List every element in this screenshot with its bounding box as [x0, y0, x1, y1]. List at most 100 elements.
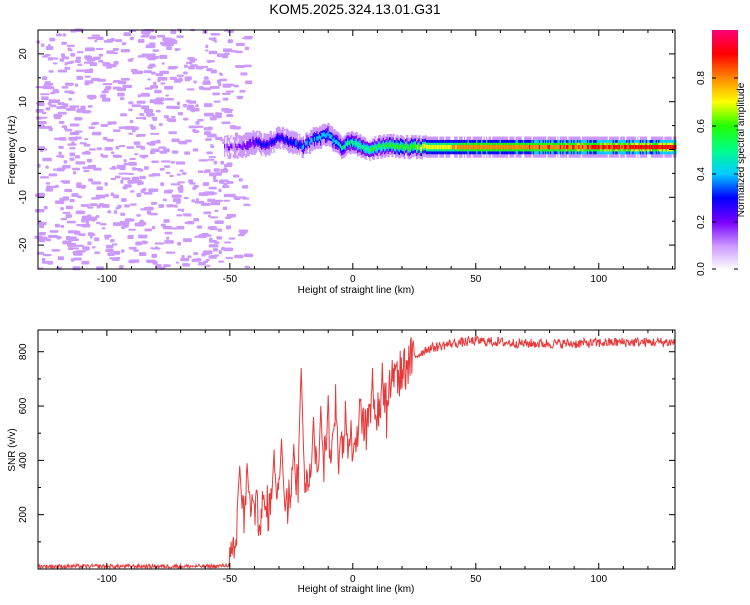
spectrogram-cell: [168, 66, 178, 69]
spectrogram-cell: [177, 241, 182, 246]
spectrogram-cell: [205, 138, 212, 141]
spectrogram-ytick-label: 20: [18, 48, 29, 60]
spectrogram-cell: [147, 78, 151, 81]
spectrogram-cell: [62, 196, 70, 201]
spectrogram-cell: [126, 146, 135, 149]
spectrogram-cell: [65, 214, 72, 218]
spectrogram-cell: [526, 144, 529, 150]
spectrogram-cell: [295, 140, 298, 145]
spectrogram-cell: [477, 144, 480, 150]
spectrogram-cell: [192, 148, 199, 152]
spectrogram-cell: [514, 144, 517, 150]
spectrogram-cell: [588, 144, 591, 150]
spectrogram-cell: [232, 145, 235, 150]
spectrogram-cell: [103, 88, 111, 91]
spectrogram-cell: [51, 249, 61, 252]
spectrogram-cell: [462, 144, 465, 150]
spectrogram-cell: [493, 144, 496, 150]
spectrogram-cell: [95, 194, 106, 199]
spectrogram-cell: [177, 112, 184, 116]
spectrogram-cell: [537, 144, 540, 150]
spectrogram-xtick-label: -50: [223, 274, 238, 285]
spectrogram-cell: [84, 150, 90, 155]
spectrogram-cell: [70, 52, 76, 57]
spectrogram-cell: [224, 144, 227, 149]
spectrogram-cell: [467, 144, 470, 150]
spectrogram-cell: [556, 144, 559, 150]
spectrogram-cell: [148, 42, 156, 46]
spectrogram-cell: [176, 214, 183, 217]
spectrogram-cell: [644, 144, 647, 150]
spectrogram-cell: [79, 142, 87, 145]
spectrogram-cell: [131, 104, 142, 108]
spectrogram-cell: [364, 146, 367, 151]
spectrogram-cell: [52, 168, 62, 171]
spectrogram-cell: [661, 144, 665, 150]
spectrogram-cell: [107, 210, 112, 214]
spectrogram-cell: [177, 208, 182, 212]
spectrogram-cell: [222, 185, 230, 188]
spectrogram-cell: [205, 49, 209, 52]
spectrogram-cell: [141, 30, 151, 35]
spectrogram-cell: [186, 88, 195, 91]
spectrogram-cell: [136, 223, 143, 227]
spectrogram-cell: [238, 178, 243, 182]
spectrogram-cell: [332, 138, 335, 144]
spectrogram-cell: [348, 140, 351, 145]
spectrogram-cell: [259, 141, 262, 146]
spectrogram-cell: [73, 257, 82, 261]
spectrogram-cell: [447, 144, 451, 150]
spectrogram-cell: [213, 179, 219, 183]
snr-frame: [37, 329, 676, 570]
spectrogram-cell: [427, 144, 430, 150]
spectrogram-cell: [67, 242, 77, 247]
spectrogram-cell: [136, 192, 142, 197]
spectrogram-cell: [100, 94, 107, 99]
spectrogram-cell: [445, 144, 448, 150]
spectrogram-cell: [164, 165, 171, 168]
spectrogram-cell: [302, 144, 306, 149]
spectrogram-cell: [183, 71, 188, 75]
spectrogram-cell: [90, 233, 96, 236]
spectrogram-cell: [198, 192, 208, 196]
spectrogram-cell: [195, 198, 200, 202]
spectrogram-cell: [45, 182, 51, 185]
spectrogram-cell: [74, 83, 79, 87]
spectrogram-cell: [35, 109, 44, 113]
spectrogram-ylabel: Frequency (Hz): [7, 116, 18, 185]
spectrogram-cell: [365, 147, 368, 152]
spectrogram-cell: [139, 113, 145, 116]
spectrogram-cell: [280, 134, 283, 140]
spectrogram-cell: [202, 250, 213, 254]
spectrogram-cell: [561, 144, 564, 150]
spectrogram-cell: [88, 126, 95, 129]
spectrogram-cell: [89, 203, 98, 206]
spectrogram-cell: [377, 143, 381, 148]
spectrogram-cell: [265, 142, 269, 147]
spectrogram-cell: [672, 144, 676, 150]
colorbar-ticks: 0.0 0.2 0.4 0.6 0.8: [696, 71, 738, 276]
spectrogram-cell: [94, 39, 98, 43]
spectrogram-cell: [171, 105, 180, 110]
spectrogram-cell: [188, 125, 197, 129]
spectrogram-cell: [132, 179, 142, 184]
spectrogram-cell: [139, 219, 144, 223]
spectrogram-cell: [212, 248, 219, 252]
spectrogram-cell: [171, 138, 180, 143]
spectrogram-cell: [110, 192, 115, 197]
spectrogram-cell: [158, 146, 167, 149]
spectrogram-cell: [286, 138, 290, 143]
spectrogram-cell: [195, 104, 199, 108]
spectrogram-cell: [150, 201, 157, 205]
spectrogram-cell: [96, 147, 102, 151]
spectrogram-cell: [226, 213, 237, 218]
spectrogram-cell: [223, 199, 231, 202]
spectrogram-cell: [328, 133, 331, 139]
spectrogram-cell: [310, 138, 313, 143]
spectrogram-cell: [196, 225, 203, 229]
snr-ticks: -100 -50 0 50 100 200 400 600 800: [18, 330, 675, 585]
spectrogram-cell: [115, 146, 120, 150]
spectrogram-cell: [200, 202, 211, 206]
spectrogram-cell: [350, 139, 353, 144]
